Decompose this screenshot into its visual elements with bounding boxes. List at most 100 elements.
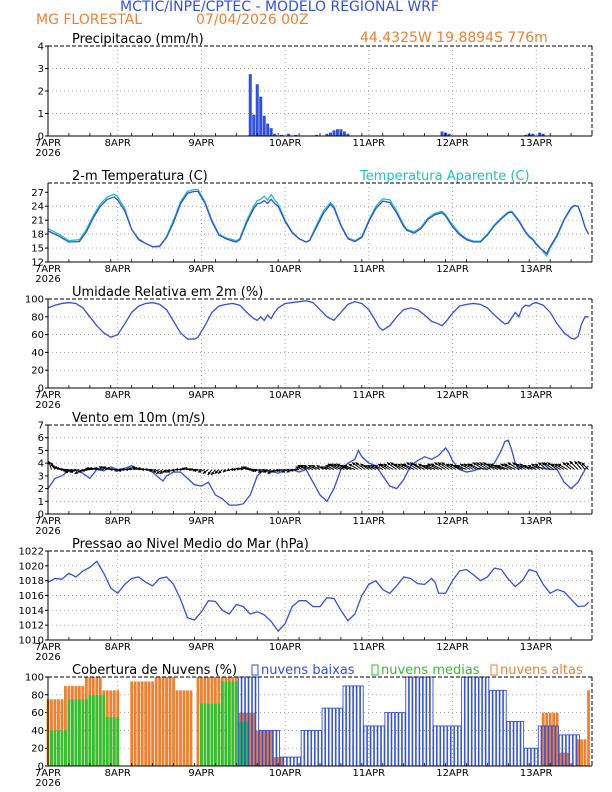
- wind-arrow-head: [413, 463, 417, 467]
- wind-arrow-head: [421, 464, 426, 469]
- wind-arrow-head: [114, 468, 118, 472]
- wind-arrow-head: [149, 468, 153, 472]
- cloud-bar-low: [359, 685, 364, 767]
- wind-arrow-head: [178, 467, 182, 472]
- legend-swatch: [490, 664, 498, 676]
- wind-arrow-head: [243, 466, 247, 470]
- cloud-bar-low: [325, 707, 329, 767]
- wind-arrow-head: [211, 471, 215, 476]
- wind-arrow-head: [569, 461, 574, 465]
- x-tick-label: 9APR: [188, 516, 214, 527]
- panel-title: Precipitacao (mm/h): [72, 32, 204, 47]
- cloud-bar-low: [516, 721, 521, 767]
- cloud-bar-high: [248, 712, 252, 766]
- wind-arrow-head: [319, 466, 324, 470]
- cloud-bar-low: [377, 725, 382, 767]
- cloud-bar-mid: [116, 717, 120, 766]
- wind-arrow-head: [163, 469, 167, 473]
- cloud-bar-low: [447, 725, 451, 767]
- cloud-bar-low: [398, 712, 403, 767]
- wind-arrow-head: [355, 462, 360, 466]
- wind-arrow-head: [257, 469, 262, 474]
- cloud-bar-mid: [53, 730, 57, 766]
- cloud-bar-mid: [207, 703, 210, 766]
- wind-arrow-head: [214, 470, 219, 474]
- wind-arrow-head: [133, 466, 138, 471]
- y-tick-label: 21: [31, 216, 44, 227]
- y-tick-label: 1010: [19, 636, 44, 647]
- wind-arrow-head: [390, 462, 394, 466]
- cloud-bar-high: [555, 712, 559, 766]
- wind-arrow-head: [171, 468, 175, 472]
- wind-arrow-head: [512, 462, 516, 466]
- wind-arrow-head: [409, 462, 414, 466]
- cloud-bar-low: [422, 676, 427, 767]
- cloud-bar-high: [172, 677, 175, 766]
- cloud-bar-low: [443, 725, 448, 767]
- wind-arrow-head: [449, 463, 454, 467]
- wind-arrow-head: [504, 463, 508, 467]
- x-tick-label: 10APR: [269, 768, 302, 779]
- cloud-bar-low: [290, 756, 294, 767]
- y-tick-label: 2: [38, 484, 44, 495]
- wind-arrow-head: [152, 469, 157, 473]
- y-tick-label: 7: [38, 421, 44, 432]
- wind-arrow-head: [247, 467, 251, 472]
- cloud-bar-low: [513, 721, 518, 767]
- wind-arrow-head: [370, 465, 375, 469]
- cloud-bar-mid: [50, 730, 53, 766]
- cloud-bar-low: [429, 676, 434, 767]
- wind-arrow-head: [271, 469, 275, 473]
- x-tick-label: 9APR: [188, 264, 214, 275]
- x-tick-label: 8APR: [105, 516, 131, 527]
- precip-bar: [339, 129, 343, 136]
- cloud-bar-low: [328, 707, 333, 767]
- wind-arrow-head: [352, 462, 356, 466]
- wind-arrow-head: [543, 462, 548, 466]
- wind-arrow-head: [383, 463, 387, 467]
- cloud-bar-mid: [245, 721, 249, 766]
- wind-arrow-head: [406, 462, 410, 466]
- wind-arrow-head: [333, 463, 337, 467]
- wind-arrow-head: [193, 468, 197, 473]
- x-tick-label: 7APR: [35, 264, 61, 275]
- cloud-bar-low: [433, 725, 437, 767]
- wind-arrow-head: [189, 467, 193, 472]
- cloud-bar-high: [140, 681, 144, 766]
- cloud-bar-mid: [74, 699, 78, 766]
- cloud-bar-mid: [220, 681, 224, 766]
- cloud-bar-low: [293, 756, 298, 767]
- panel-title: Pressao ao Nivel Medio do Mar (hPa): [72, 537, 309, 552]
- cloud-bar-low: [335, 707, 340, 767]
- wind-arrow-head: [418, 463, 422, 467]
- cloud-bar-mid: [98, 694, 102, 766]
- y-tick-label: 100: [25, 673, 44, 684]
- precip-bar: [252, 114, 256, 136]
- wind-arrow-head: [578, 461, 582, 465]
- cloud-bar-high: [548, 712, 552, 766]
- year-label: 2026: [35, 526, 60, 537]
- precip-bar: [342, 131, 346, 136]
- wind-arrow-head: [187, 467, 191, 472]
- cloud-bar-low: [321, 707, 326, 767]
- wind-arrow-head: [441, 462, 445, 466]
- wind-arrow-head: [202, 470, 207, 474]
- wind-arrow-head: [519, 463, 523, 467]
- x-tick-label: 7APR: [35, 516, 61, 527]
- y-tick-label: 1014: [19, 606, 44, 617]
- x-tick-label: 11APR: [353, 264, 386, 275]
- wind-arrow-head: [239, 467, 243, 471]
- wind-arrow-head: [218, 470, 222, 474]
- y-tick-label: 1022: [19, 547, 44, 558]
- x-tick-label: 12APR: [436, 642, 469, 653]
- wind-arrow-head: [183, 467, 188, 471]
- cloud-bar-low: [391, 712, 396, 767]
- cloud-bar-low: [405, 676, 410, 767]
- cloud-bar-low: [457, 725, 462, 767]
- cloud-bar-mid: [60, 730, 64, 766]
- cloud-bar-low: [461, 676, 465, 767]
- x-tick-label: 7APR: [35, 768, 61, 779]
- cloud-bar-low: [436, 725, 441, 767]
- cloud-bar-low: [464, 676, 469, 767]
- cloud-bar-low: [401, 712, 406, 767]
